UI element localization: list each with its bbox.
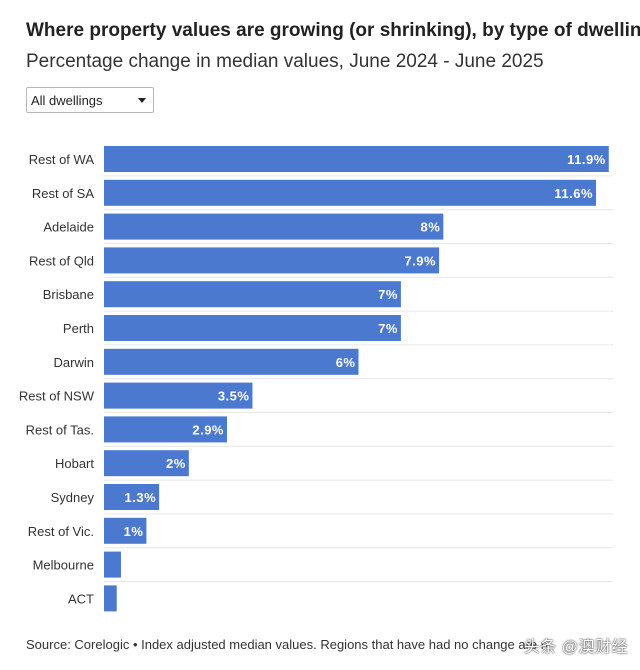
category-label: Perth <box>63 321 94 336</box>
category-label: Rest of Tas. <box>26 422 94 437</box>
bar-chart: Rest of WA 11.9% Rest of SA 11.6% Adelaide 8%… <box>19 146 613 612</box>
bar[interactable] <box>104 382 253 409</box>
bar[interactable] <box>104 416 228 443</box>
bar-value-label: 8% <box>421 220 441 235</box>
bar[interactable] <box>104 315 401 341</box>
bar-value-label: 6% <box>336 355 356 370</box>
dropdown-selected-value: All dwellings <box>31 93 103 108</box>
bar-value-label: 7.9% <box>404 253 436 268</box>
watermark: 头条 @澳财经 <box>523 639 628 656</box>
category-label: Rest of NSW <box>19 389 95 404</box>
category-label: Rest of SA <box>32 186 94 201</box>
bar[interactable] <box>104 247 440 274</box>
bar-value-label: 2% <box>166 456 186 471</box>
bar[interactable] <box>104 348 359 375</box>
bar[interactable] <box>104 179 597 206</box>
bar[interactable] <box>104 484 160 510</box>
bar[interactable] <box>104 551 121 578</box>
chart-title: Where property values are growing (or sh… <box>26 20 640 41</box>
category-label: Brisbane <box>43 287 94 302</box>
category-label: Hobart <box>55 456 94 471</box>
source-note: Source: Corelogic • Index adjusted media… <box>26 637 548 652</box>
category-label: Rest of Vic. <box>28 524 94 539</box>
bar-value-label: 1% <box>124 524 144 539</box>
bar-value-label: 3.5% <box>218 389 250 404</box>
bar[interactable] <box>104 450 189 477</box>
bar[interactable] <box>104 517 147 544</box>
bar-value-label: 1.3% <box>125 490 157 505</box>
dwelling-type-dropdown[interactable]: All dwellings <box>26 87 154 113</box>
category-label: Sydney <box>51 490 95 505</box>
bar[interactable] <box>104 585 117 612</box>
bar-value-label: 7% <box>378 287 398 302</box>
category-label: Adelaide <box>43 220 94 235</box>
bar-value-label: 11.6% <box>554 186 593 201</box>
bar[interactable] <box>104 213 444 240</box>
category-label: Darwin <box>54 355 94 370</box>
bar-value-label: 7% <box>378 321 398 336</box>
bar[interactable] <box>104 146 609 172</box>
category-label: Rest of Qld <box>29 253 94 268</box>
category-label: Rest of WA <box>29 152 95 167</box>
bar[interactable] <box>104 281 401 308</box>
caret-down-icon <box>138 98 146 103</box>
category-label: Melbourne <box>33 558 94 573</box>
bar-value-label: 11.9% <box>567 152 606 167</box>
chart-subtitle: Percentage change in median values, June… <box>26 51 544 72</box>
category-label: ACT <box>68 591 94 606</box>
bar-value-label: 2.9% <box>192 422 224 437</box>
